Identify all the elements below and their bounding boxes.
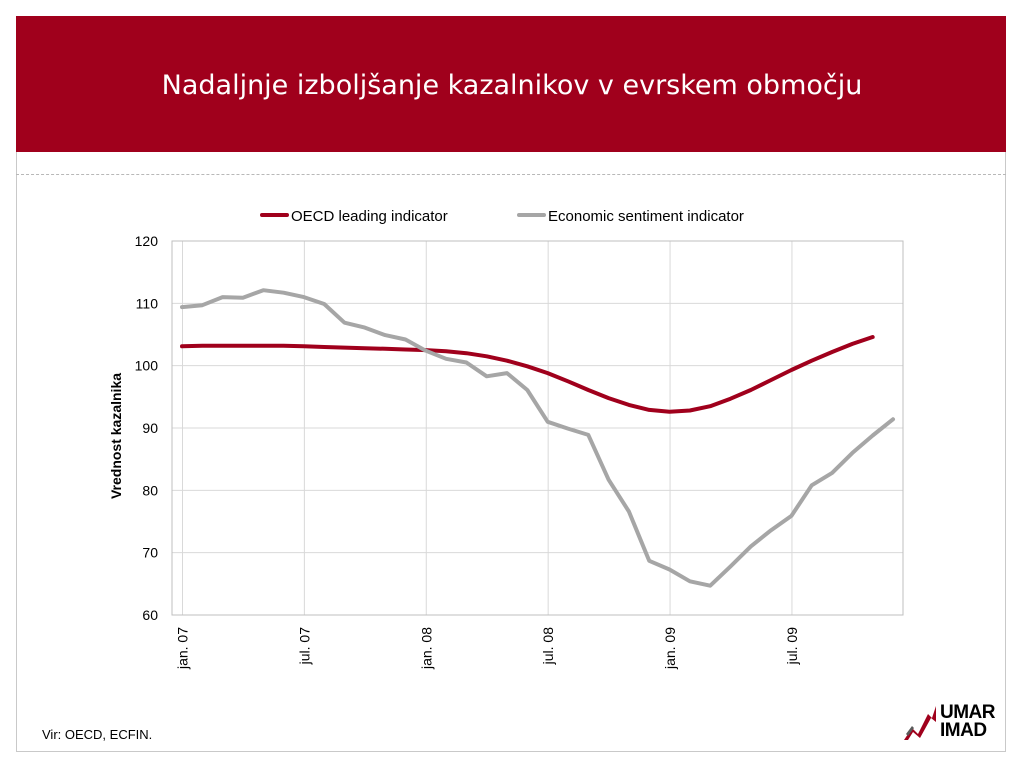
- x-tick-label: jul. 08: [540, 627, 556, 666]
- legend-item: OECD leading indicator: [260, 208, 448, 225]
- y-axis-label: Vrednost kazalnika: [108, 373, 124, 499]
- x-tick-label: jul. 07: [296, 627, 312, 666]
- logo-text-imad: IMAD: [940, 720, 987, 741]
- x-tick-label: jan. 09: [662, 627, 678, 670]
- legend-item: Economic sentiment indicator: [517, 208, 744, 225]
- slide-header: [16, 16, 1006, 152]
- y-axis-ticks: 60 70 80 90 100 110 120: [135, 233, 159, 623]
- header-divider: [16, 174, 1006, 175]
- x-tick-label: jan. 07: [175, 627, 191, 670]
- source-note: Vir: OECD, ECFIN.: [42, 727, 153, 742]
- economic-sentiment-indicator-line: [180, 288, 895, 588]
- slide-title: Nadaljnje izboljšanje kazalnikov v evrsk…: [161, 70, 863, 101]
- logo-text-umar: UMAR: [940, 702, 996, 723]
- plot-area-border: [171, 240, 904, 616]
- chart-grid: [172, 240, 903, 616]
- y-tick-label: 70: [142, 545, 158, 561]
- y-tick-label: 100: [135, 358, 159, 374]
- x-axis-ticks: jan. 07 jul. 07 jan. 08 jul. 08 jan. 09 jul. …: [175, 627, 800, 670]
- umar-imad-logo: UMAR IMAD: [902, 700, 1002, 746]
- x-tick-label: jul. 09: [784, 627, 800, 666]
- chart-series: [180, 288, 895, 588]
- y-tick-label: 110: [136, 295, 159, 311]
- x-tick-label: jan. 08: [418, 627, 434, 670]
- y-tick-label: 60: [142, 607, 158, 623]
- chart-legend: OECD leading indicator Economic sentiment…: [260, 208, 744, 225]
- logo-chart-mark-icon: [904, 706, 936, 740]
- oecd-leading-indicator-line: [180, 335, 875, 414]
- y-tick-label: 80: [142, 482, 158, 498]
- y-tick-label: 120: [135, 233, 159, 249]
- y-tick-label: 90: [142, 420, 158, 436]
- legend-label: Economic sentiment indicator: [548, 208, 744, 225]
- legend-label: OECD leading indicator: [291, 208, 448, 225]
